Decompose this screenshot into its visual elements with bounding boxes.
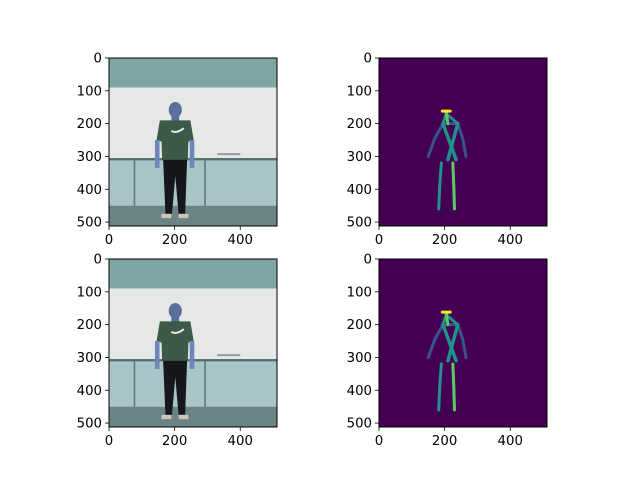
x-tick-label: 400 [498, 233, 523, 248]
x-tick-label: 400 [228, 233, 253, 248]
person-right-arm [189, 341, 195, 369]
y-tick-label: 400 [77, 183, 102, 198]
right-forearm-limb [461, 136, 468, 158]
left-shoe [161, 414, 172, 420]
skeleton-heatmap [379, 259, 547, 427]
y-tick-label: 400 [77, 384, 102, 399]
left-forearm-limb [426, 136, 437, 158]
skeleton-heatmap [379, 58, 547, 226]
y-tick-label: 100 [77, 84, 102, 99]
axes-frame [108, 258, 278, 428]
subplot-3: 0 200 400 0 100 200 300 400 500 [77, 253, 278, 449]
axes-frame [378, 258, 548, 428]
x-tick-label: 200 [432, 434, 457, 449]
x-tick-label: 0 [375, 434, 383, 449]
torso-cross-limb [446, 121, 460, 162]
left-forearm-limb [426, 337, 437, 359]
photo-image [109, 58, 277, 226]
y-tick-label: 100 [347, 285, 372, 300]
y-tick-label: 0 [94, 253, 102, 268]
left-thigh-limb [438, 362, 443, 389]
x-tick-label: 200 [162, 434, 187, 449]
left-upper-arm-limb [433, 122, 445, 140]
left-shin-limb [437, 184, 442, 211]
y-tick-label: 0 [364, 52, 372, 67]
person-right-arm [189, 140, 195, 168]
floor-region [109, 406, 277, 427]
shirt-logo [170, 127, 185, 134]
person-shirt [156, 321, 194, 361]
left-upper-arm-limb [433, 323, 445, 341]
right-thigh-limb [451, 161, 456, 188]
y-tick-label: 400 [347, 183, 372, 198]
y-tick-label: 0 [94, 52, 102, 67]
y-tick-label: 500 [347, 216, 372, 231]
person-left-arm [154, 341, 160, 369]
y-tick-label: 300 [347, 150, 372, 165]
left-thigh-limb [438, 161, 443, 188]
y-tick-label: 500 [77, 216, 102, 231]
subplot-2: 0 200 400 0 100 200 300 400 500 [347, 52, 548, 248]
y-tick-label: 300 [77, 150, 102, 165]
marker-tray [217, 153, 241, 156]
y-tick-label: 0 [364, 253, 372, 268]
shirt-logo [170, 328, 185, 335]
y-tick-label: 200 [347, 117, 372, 132]
right-shoe [178, 213, 189, 219]
right-shin-limb [452, 385, 456, 412]
x-tick-label: 0 [375, 233, 383, 248]
person-left-arm [154, 140, 160, 168]
x-tick-label: 0 [105, 434, 113, 449]
y-tick-label: 400 [347, 384, 372, 399]
person-pants [163, 360, 188, 415]
y-tick-label: 500 [347, 417, 372, 432]
cabinet-divider [204, 361, 206, 407]
torso-cross-limb [441, 121, 458, 162]
y-tick-label: 200 [77, 117, 102, 132]
torso-cross-limb [441, 322, 458, 363]
cabinet-divider [204, 160, 206, 206]
person-neck [171, 317, 180, 322]
x-tick-label: 200 [162, 233, 187, 248]
y-tick-label: 300 [77, 351, 102, 366]
axes-frame [108, 57, 278, 227]
y-tick-label: 100 [347, 84, 372, 99]
left-shoe [161, 213, 172, 219]
ceiling-region [109, 58, 277, 88]
left-shin-limb [437, 385, 442, 412]
subplot-1: 0 200 400 0 100 200 300 400 500 [77, 52, 278, 248]
cabinet-divider [133, 361, 136, 407]
cabinet-divider [133, 160, 136, 206]
x-tick-label: 400 [498, 434, 523, 449]
right-forearm-limb [461, 337, 468, 359]
marker-tray [217, 354, 241, 357]
x-tick-label: 0 [105, 233, 113, 248]
person-head [168, 101, 182, 118]
right-shoe [178, 414, 189, 420]
neck-limb [444, 311, 450, 327]
subplot-4: 0 200 400 0 100 200 300 400 500 [347, 253, 548, 449]
y-tick-label: 300 [347, 351, 372, 366]
y-tick-label: 500 [77, 417, 102, 432]
person-neck [171, 116, 180, 121]
x-tick-label: 200 [432, 233, 457, 248]
right-thigh-limb [451, 362, 456, 389]
person-shirt [156, 120, 194, 160]
ceiling-region [109, 259, 277, 289]
y-tick-label: 200 [347, 318, 372, 333]
floor-region [109, 205, 277, 226]
torso-cross-limb [446, 322, 460, 363]
y-tick-label: 200 [77, 318, 102, 333]
y-tick-label: 100 [77, 285, 102, 300]
photo-image [109, 259, 277, 427]
person-pants [163, 159, 188, 214]
x-tick-label: 400 [228, 434, 253, 449]
neck-limb [444, 110, 450, 126]
axes-frame [378, 57, 548, 227]
person-head [168, 302, 182, 319]
right-shin-limb [452, 184, 456, 211]
